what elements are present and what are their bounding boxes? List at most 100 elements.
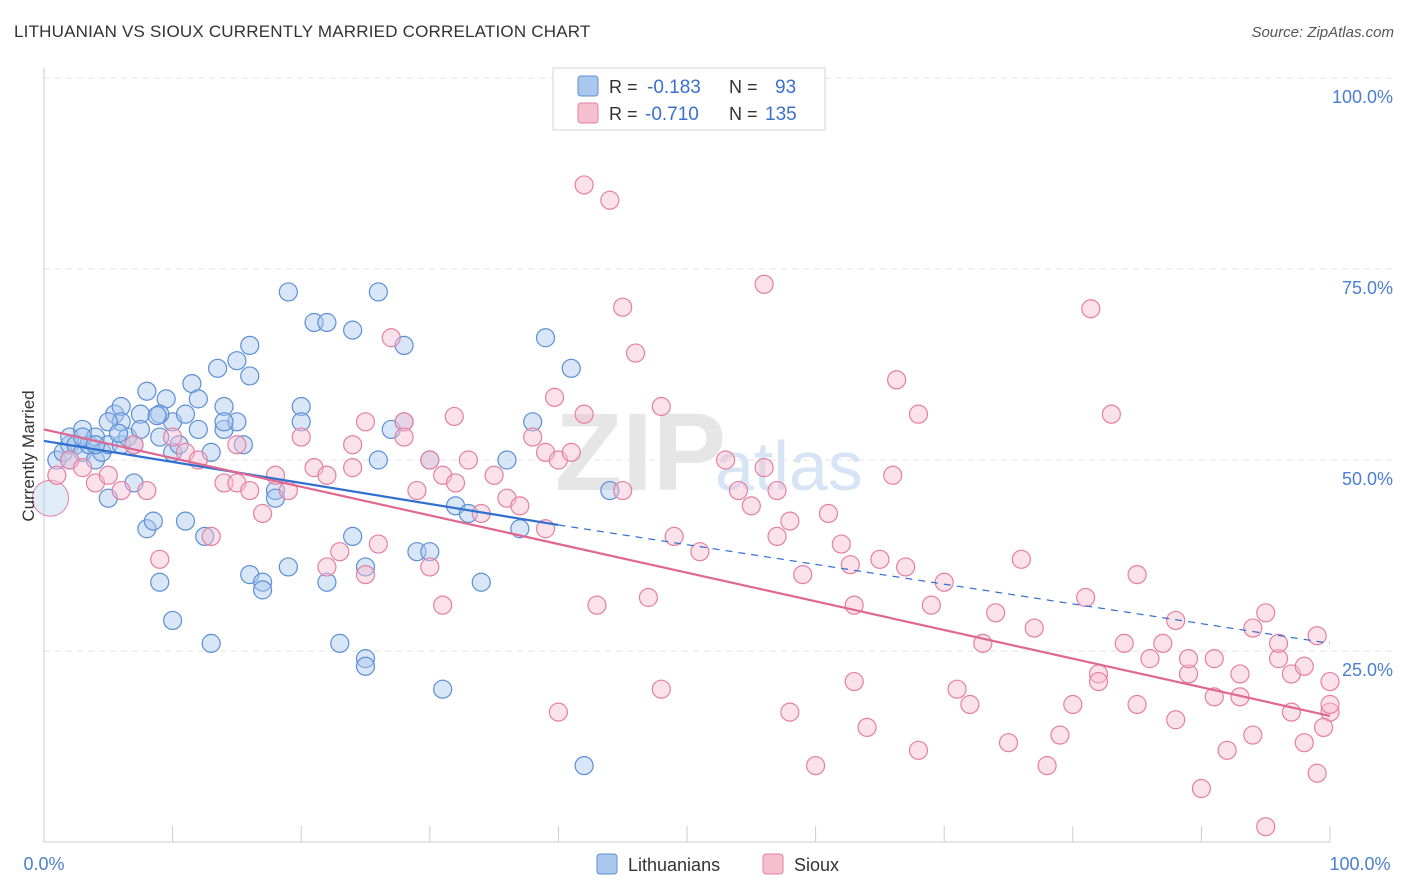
sioux-point	[163, 427, 183, 447]
legend-r-value-pink: -0.710	[645, 104, 699, 125]
sioux-point	[407, 480, 427, 501]
sioux-point	[544, 387, 565, 407]
sioux-point	[625, 343, 646, 363]
lithuanians-point	[175, 404, 196, 424]
lithuanians-point	[317, 312, 337, 333]
sioux-point	[1050, 725, 1070, 745]
sioux-point	[1166, 710, 1186, 730]
lithuanians-point	[535, 328, 556, 348]
x-tick-label-max: 100.0%	[1329, 854, 1390, 874]
sioux-point	[1256, 817, 1276, 837]
sioux-point	[1063, 694, 1083, 715]
chart-title: LITHUANIAN VS SIOUX CURRENTLY MARRIED CO…	[14, 22, 591, 41]
cluster-point	[31, 479, 69, 517]
sioux-point	[638, 587, 659, 608]
sioux-point	[355, 412, 376, 432]
sioux-point	[1268, 633, 1289, 653]
sioux-point	[1011, 549, 1031, 569]
sioux-point	[780, 702, 800, 722]
watermark-atlas: atlas	[715, 427, 863, 505]
lithuanians-point	[240, 366, 260, 386]
source-label: Source: ZipAtlas.com	[1251, 24, 1394, 41]
legend-n-label-pink: N =	[729, 104, 758, 124]
lithuanians-point	[278, 557, 298, 577]
sioux-point	[343, 458, 363, 478]
y-tick-label-50: 50.0%	[1342, 469, 1393, 489]
sioux-point	[444, 406, 464, 427]
sioux-point	[1294, 656, 1314, 676]
sioux-point	[523, 427, 543, 447]
lithuanians-point	[574, 755, 594, 776]
sioux-point	[561, 442, 581, 462]
lithuanians-point	[137, 381, 157, 401]
lithuanians-point	[137, 519, 157, 539]
lithuanians-point	[291, 412, 311, 432]
sioux-point	[986, 603, 1006, 623]
y-tick-label-100: 100.0%	[1332, 87, 1393, 107]
legend-swatch-pink	[577, 102, 599, 124]
trendline-sioux	[43, 428, 1331, 718]
sioux-point	[793, 564, 813, 585]
bottom-legend-lithuanians: Lithuanians	[628, 855, 720, 875]
sioux-point	[574, 404, 594, 424]
sioux-point	[1166, 610, 1186, 631]
sioux-point	[420, 557, 440, 577]
sioux-point	[227, 435, 247, 455]
sioux-point	[818, 503, 839, 524]
series-lithuanians	[31, 282, 620, 776]
sioux-point	[1140, 649, 1160, 669]
sioux-point	[1217, 740, 1237, 760]
sioux-point	[767, 526, 787, 547]
sioux-point	[317, 557, 337, 577]
sioux-point	[1076, 587, 1096, 608]
sioux-point	[896, 557, 916, 577]
lithuanians-point	[523, 412, 543, 432]
sioux-point	[870, 549, 890, 569]
sioux-point	[1204, 687, 1224, 707]
sioux-point	[394, 427, 414, 447]
sioux-point	[368, 534, 388, 554]
sioux-point	[1243, 725, 1263, 745]
sioux-point	[72, 458, 93, 478]
legend-swatch-blue	[577, 75, 599, 97]
sioux-point	[1191, 778, 1212, 799]
x-ticks	[43, 826, 1331, 842]
sioux-point	[510, 496, 530, 516]
lithuanians-point	[253, 572, 273, 592]
lithuanians-point	[143, 511, 163, 531]
lithuanians-point	[214, 412, 234, 432]
lithuanians-point	[147, 406, 167, 426]
lithuanians-point	[105, 404, 125, 424]
x-tick-label-min: 0.0%	[23, 854, 64, 874]
sioux-point	[240, 480, 260, 501]
sioux-point	[883, 465, 903, 485]
sioux-point	[330, 542, 350, 562]
sioux-point	[754, 458, 774, 478]
sioux-point	[1294, 733, 1314, 753]
lithuanians-point	[195, 526, 215, 547]
sioux-point	[767, 480, 787, 501]
sioux-point	[741, 496, 761, 516]
sioux-point	[908, 740, 929, 760]
lithuanians-point	[188, 389, 208, 409]
lithuanians-point	[355, 557, 376, 577]
sioux-point	[831, 534, 851, 554]
bottom-legend-swatch-sioux	[762, 853, 784, 875]
sioux-point	[664, 526, 684, 547]
y-tick-label-75: 75.0%	[1342, 278, 1393, 298]
sioux-point	[1114, 633, 1134, 653]
lithuanians-point	[317, 572, 337, 592]
lithuanians-point	[227, 351, 247, 371]
lithuanians-point	[510, 519, 530, 539]
lithuanians-point	[130, 404, 151, 424]
sioux-point	[1204, 649, 1224, 669]
legend-r-label-blue: R =	[609, 77, 638, 97]
sioux-point	[998, 733, 1019, 753]
sioux-point	[1127, 564, 1147, 585]
sioux-point	[433, 595, 453, 615]
lithuanians-point	[201, 633, 221, 653]
sioux-point	[548, 702, 569, 722]
sioux-point	[1101, 404, 1121, 424]
sioux-point	[445, 473, 466, 493]
